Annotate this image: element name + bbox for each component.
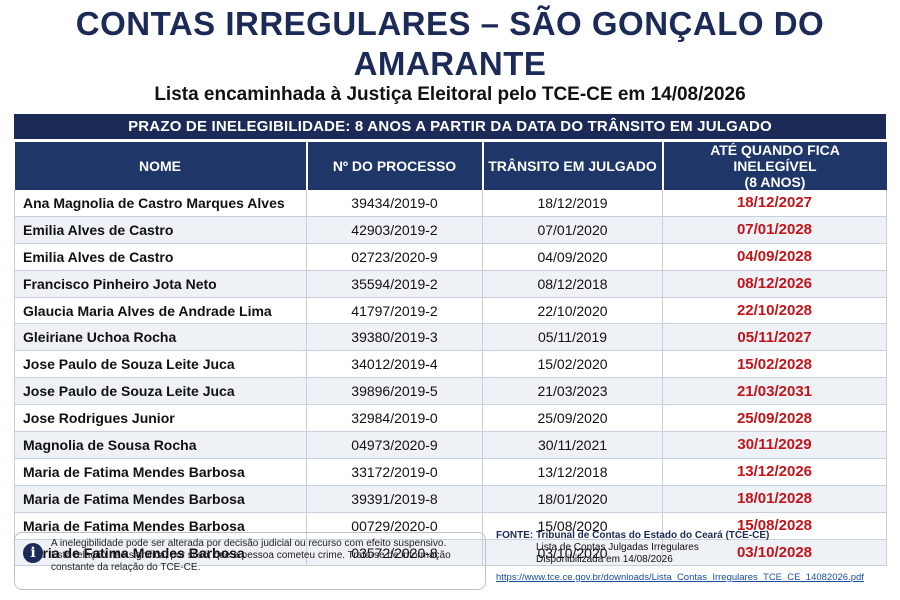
cell-processo: 34012/2019-4 (306, 350, 483, 379)
source-line-2: Lista de Contas Julgadas Irregulares (536, 542, 699, 553)
cell-ate: 08/12/2026 (662, 270, 887, 298)
column-header-ate: ATÉ QUANDO FICA INELEGÍVEL (8 ANOS) (662, 142, 887, 190)
table-row: Maria de Fatima Mendes Barbosa 33172/2019… (14, 458, 887, 486)
table-header-row: NOME Nº DO PROCESSO TRÂNSITO EM JULGADO … (14, 142, 887, 190)
table-row: Jose Rodrigues Junior 32984/2019-0 25/09/2… (14, 404, 887, 433)
cell-ate: 30/11/2029 (662, 431, 887, 459)
cell-transito: 15/08/2020 (482, 512, 663, 540)
note-line-2: Esta relação não significa, por si só, q… (51, 550, 451, 561)
cell-ate: 18/01/2028 (662, 485, 887, 513)
table-row: Maria de Fatima Mendes Barbosa 39391/2019… (14, 485, 887, 513)
table-row: Emilia Alves de Castro 02723/2020-9 04/09/… (14, 243, 887, 271)
cell-nome: Glaucia Maria Alves de Andrade Lima (14, 297, 307, 325)
column-header-ate-line1: ATÉ QUANDO FICA INELEGÍVEL (710, 142, 840, 174)
deadline-banner: PRAZO DE INELEGIBILIDADE: 8 ANOS A PARTI… (14, 114, 886, 139)
column-header-ate-line2: (8 ANOS) (744, 174, 806, 190)
cell-transito: 13/12/2018 (482, 458, 663, 486)
cell-transito: 18/01/2020 (482, 485, 663, 513)
source-line-3: Disponibilizada em 14/08/2026 (536, 554, 673, 565)
cell-transito: 25/09/2020 (482, 404, 663, 433)
source-label: FONTE: (496, 530, 534, 541)
cell-processo: 00729/2020-0 (306, 512, 483, 540)
cell-processo: 03572/2020-8 (306, 539, 483, 567)
cell-nome: Jose Paulo de Souza Leite Juca (14, 350, 307, 379)
cell-processo: 39434/2019-0 (306, 190, 483, 217)
cell-ate: 21/03/2031 (662, 377, 887, 406)
source-link[interactable]: https://www.tce.ce.gov.br/downloads/List… (496, 572, 864, 583)
cell-ate: 04/09/2028 (662, 243, 887, 271)
column-header-transito: TRÂNSITO EM JULGADO (482, 142, 664, 190)
cell-ate: 25/09/2028 (662, 404, 887, 433)
cell-ate: 18/12/2027 (662, 190, 887, 217)
disclaimer-note: i A inelegibilidade pode ser alterada po… (14, 532, 486, 590)
cell-nome: Maria de Fatima Mendes Barbosa (14, 458, 307, 486)
cell-nome: Ana Magnolia de Castro Marques Alves (14, 190, 307, 217)
column-header-nome: NOME (14, 142, 308, 190)
cell-ate: 03/10/2028 (662, 539, 887, 567)
cell-ate: 07/01/2028 (662, 216, 887, 244)
cell-nome: Gleiriane Uchoa Rocha (14, 323, 307, 352)
cell-transito: 07/01/2020 (482, 216, 663, 244)
table-row: Jose Paulo de Souza Leite Juca 34012/2019… (14, 350, 887, 379)
cell-processo: 02723/2020-9 (306, 243, 483, 271)
table-row: Emilia Alves de Castro 42903/2019-2 07/01/… (14, 216, 887, 244)
cell-transito: 30/11/2021 (482, 431, 663, 459)
page-subtitle: Lista encaminhada à Justiça Eleitoral pe… (154, 84, 746, 105)
table-row: Ana Magnolia de Castro Marques Alves 3943… (14, 190, 887, 217)
cell-processo: 39896/2019-5 (306, 377, 483, 406)
cell-processo: 32984/2019-0 (306, 404, 483, 433)
cell-nome: Francisco Pinheiro Jota Neto (14, 270, 307, 298)
cell-nome: Emilia Alves de Castro (14, 243, 307, 271)
note-line-3: constante da relação do TCE-CE. (51, 562, 201, 573)
cell-ate: 22/10/2028 (662, 297, 887, 325)
table-row: Magnolia de Sousa Rocha 04973/2020-9 30/11… (14, 431, 887, 459)
cell-ate: 15/08/2028 (662, 512, 887, 540)
cell-nome: Maria de Fatima Mendes Barbosa (14, 539, 307, 567)
info-icon: i (23, 543, 43, 563)
cell-processo: 42903/2019-2 (306, 216, 483, 244)
column-header-processo: Nº DO PROCESSO (306, 142, 484, 190)
cell-nome: Jose Rodrigues Junior (14, 404, 307, 433)
cell-processo: 39391/2019-8 (306, 485, 483, 513)
cell-nome: Maria de Fatima Mendes Barbosa (14, 512, 307, 540)
cell-nome: Emilia Alves de Castro (14, 216, 307, 244)
cell-nome: Maria de Fatima Mendes Barbosa (14, 485, 307, 513)
cell-processo: 04973/2020-9 (306, 431, 483, 459)
table-row: Glaucia Maria Alves de Andrade Lima 41797… (14, 297, 887, 325)
cell-transito: 04/09/2020 (482, 243, 663, 271)
table-row: Jose Paulo de Souza Leite Juca 39896/2019… (14, 377, 887, 406)
cell-processo: 39380/2019-3 (306, 323, 483, 352)
page-title: CONTAS IRREGULARES – SÃO GONÇALO DO AMAR… (75, 5, 825, 82)
cell-nome: Magnolia de Sousa Rocha (14, 431, 307, 459)
note-line-1: A inelegibilidade pode ser alterada por … (51, 538, 447, 549)
cell-transito: 22/10/2020 (482, 297, 663, 325)
cell-ate: 05/11/2027 (662, 323, 887, 352)
cell-transito: 18/12/2019 (482, 190, 663, 217)
cell-transito: 21/03/2023 (482, 377, 663, 406)
cell-ate: 15/02/2028 (662, 350, 887, 379)
cell-transito: 15/02/2020 (482, 350, 663, 379)
cell-transito: 08/12/2018 (482, 270, 663, 298)
table-row: Maria de Fatima Mendes Barbosa 00729/2020… (14, 512, 887, 540)
source-org: Tribunal de Contas do Estado do Ceará (T… (536, 530, 770, 541)
table-row: Gleiriane Uchoa Rocha 39380/2019-3 05/11/2… (14, 323, 887, 352)
table-row: Francisco Pinheiro Jota Neto 35594/2019-2… (14, 270, 887, 298)
source-block: FONTE: Tribunal de Contas do Estado do C… (496, 530, 886, 584)
cell-processo: 33172/2019-0 (306, 458, 483, 486)
footer: i A inelegibilidade pode ser alterada po… (14, 528, 886, 594)
cell-processo: 41797/2019-2 (306, 297, 483, 325)
cell-transito: 03/10/2020 (482, 539, 663, 567)
table-row: Maria de Fatima Mendes Barbosa 03572/2020… (14, 539, 887, 567)
irregular-accounts-table: NOME Nº DO PROCESSO TRÂNSITO EM JULGADO … (14, 142, 887, 567)
cell-processo: 35594/2019-2 (306, 270, 483, 298)
cell-ate: 13/12/2026 (662, 458, 887, 486)
cell-nome: Jose Paulo de Souza Leite Juca (14, 377, 307, 406)
cell-transito: 05/11/2019 (482, 323, 663, 352)
